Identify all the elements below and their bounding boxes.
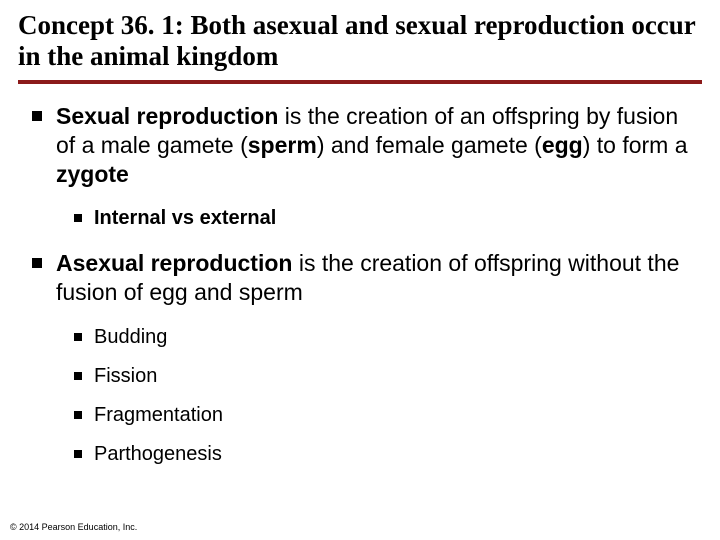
sub-fragmentation: Fragmentation bbox=[74, 403, 702, 428]
sub-internal-external: Internal vs external bbox=[74, 206, 702, 231]
bullet-asexual: Asexual reproduction is the creation of … bbox=[32, 249, 702, 467]
bold-asexual-reproduction: Asexual reproduction bbox=[56, 250, 292, 276]
copyright-footer: © 2014 Pearson Education, Inc. bbox=[10, 522, 137, 532]
sub-label: Internal vs external bbox=[94, 207, 276, 229]
sub-list: Budding Fission Fragmentation Parthogene… bbox=[74, 325, 702, 467]
slide-title: Concept 36. 1: Both asexual and sexual r… bbox=[18, 10, 702, 72]
sub-parthogenesis: Parthogenesis bbox=[74, 442, 702, 467]
bullet-list: Sexual reproduction is the creation of a… bbox=[32, 102, 702, 467]
sub-fission: Fission bbox=[74, 364, 702, 389]
bold-sexual-reproduction: Sexual reproduction bbox=[56, 103, 278, 129]
sub-list: Internal vs external bbox=[74, 206, 702, 231]
text: ) and female gamete ( bbox=[317, 132, 542, 158]
text: ) to form a bbox=[583, 132, 688, 158]
bullet-sexual: Sexual reproduction is the creation of a… bbox=[32, 102, 702, 231]
bold-sperm: sperm bbox=[248, 132, 317, 158]
bold-zygote: zygote bbox=[56, 161, 129, 187]
title-rule bbox=[18, 80, 702, 84]
bold-egg: egg bbox=[542, 132, 583, 158]
sub-budding: Budding bbox=[74, 325, 702, 350]
